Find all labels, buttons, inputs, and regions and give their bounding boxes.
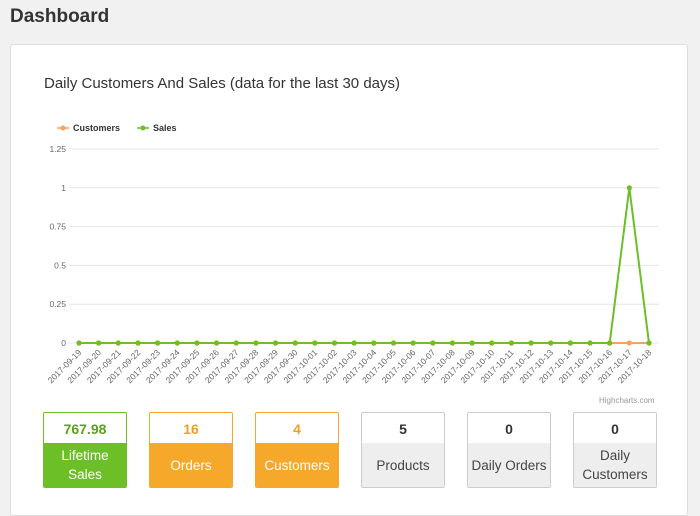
data-point [371, 340, 377, 346]
y-tick-label: 1.25 [49, 144, 66, 154]
data-point [233, 340, 239, 346]
stat-value: 16 [183, 421, 199, 437]
page-title: Dashboard [10, 6, 110, 27]
data-point [253, 340, 259, 346]
series-line [79, 187, 650, 344]
legend-label[interactable]: Sales [153, 123, 177, 133]
data-point [312, 340, 318, 346]
data-point [587, 340, 593, 346]
stat-value: 767.98 [63, 421, 107, 437]
stat-value: 4 [293, 421, 301, 437]
chart: 00.250.50.7511.252017-09-192017-09-20201… [46, 123, 659, 385]
chart-credits[interactable]: Highcharts.com [599, 396, 655, 405]
stat-label: Daily Customers [574, 443, 656, 487]
stat-label: Daily Orders [468, 443, 550, 487]
legend-marker-dot [140, 125, 146, 131]
data-point [115, 340, 121, 346]
data-point [292, 340, 298, 346]
stat-card-orders[interactable]: 16 Orders [149, 412, 233, 488]
data-point [135, 340, 141, 346]
stat-label: Lifetime Sales [44, 443, 126, 487]
data-point [351, 340, 357, 346]
data-point [567, 340, 573, 346]
data-point [272, 340, 279, 346]
data-point [548, 340, 554, 346]
data-point [646, 340, 652, 346]
stat-card-customers[interactable]: 4 Customers [255, 412, 339, 488]
data-point [174, 340, 180, 346]
y-tick-label: 0.5 [54, 260, 66, 270]
data-point [331, 340, 338, 346]
data-point [96, 340, 102, 346]
data-point [430, 340, 436, 346]
data-point [390, 340, 397, 346]
stat-card-products[interactable]: 5 Products [361, 412, 445, 488]
y-tick-label: 0.75 [49, 222, 66, 232]
stat-card-lifetime-sales[interactable]: 767.98 Lifetime Sales [43, 412, 127, 488]
stat-label: Products [362, 443, 444, 487]
stat-value: 0 [611, 421, 619, 437]
data-point [449, 340, 456, 346]
y-tick-label: 1 [61, 183, 66, 193]
stat-label: Customers [256, 443, 338, 487]
dashboard-panel: Daily Customers And Sales (data for the … [10, 44, 688, 516]
data-point [626, 340, 632, 346]
chart-title: Daily Customers And Sales (data for the … [44, 75, 401, 92]
data-point [626, 185, 632, 191]
data-point [410, 340, 416, 346]
y-tick-label: 0.25 [49, 299, 66, 309]
data-point [469, 340, 475, 346]
stat-cards: 767.98 Lifetime Sales 16 Orders 4 Custom… [43, 412, 663, 490]
data-point [489, 340, 495, 346]
legend-marker-dot [60, 125, 66, 131]
stat-value: 5 [399, 421, 407, 437]
y-tick-label: 0 [61, 338, 66, 348]
data-point [508, 340, 515, 346]
data-point [528, 340, 534, 346]
stat-label: Orders [150, 443, 232, 487]
data-point [155, 340, 161, 346]
stat-value: 0 [505, 421, 513, 437]
legend-label[interactable]: Customers [73, 123, 120, 133]
data-point [76, 340, 82, 346]
data-point [194, 340, 200, 346]
data-point [607, 340, 613, 346]
stat-card-daily-customers[interactable]: 0 Daily Customers [573, 412, 657, 488]
stat-card-daily-orders[interactable]: 0 Daily Orders [467, 412, 551, 488]
data-point [213, 340, 220, 346]
